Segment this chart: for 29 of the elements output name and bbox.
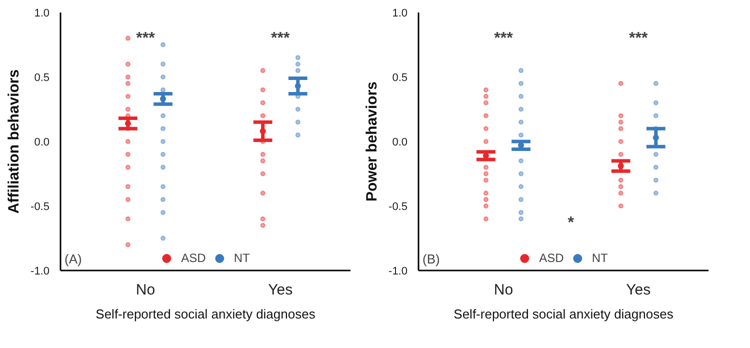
legend-label: ASD: [181, 251, 206, 265]
annotation: (A): [64, 252, 82, 266]
legend-label: ASD: [539, 251, 564, 265]
y-axis-title: Power behaviors: [364, 81, 381, 202]
annotation: ***: [494, 30, 514, 47]
x-axis-title: Self-reported social anxiety diagnoses: [454, 306, 674, 322]
y-tick-label: 0.0: [34, 136, 50, 148]
x-tick-label: Yes: [626, 282, 651, 298]
x-tick-label: No: [494, 282, 514, 298]
y-tick-label: 0.5: [34, 72, 50, 84]
x-axis-title: Self-reported social anxiety diagnoses: [96, 306, 316, 322]
annotation: *: [568, 214, 575, 232]
y-tick-label: -1.0: [388, 266, 408, 278]
y-tick-label: -0.5: [30, 201, 50, 213]
annotation: ***: [271, 30, 290, 47]
y-tick-label: 0.5: [392, 72, 408, 84]
annotation: ***: [136, 30, 156, 47]
y-tick-label: 0.0: [392, 136, 408, 148]
y-tick-label: 1.0: [34, 8, 50, 20]
legend-label: NT: [234, 251, 251, 265]
annotation: ***: [629, 30, 648, 47]
y-tick-label: -0.5: [388, 201, 408, 213]
y-tick-label: 1.0: [392, 8, 408, 20]
x-tick-label: No: [136, 282, 156, 298]
y-tick-label: -1.0: [30, 266, 50, 278]
legend-label: NT: [592, 251, 609, 265]
annotation: (B): [422, 252, 440, 266]
x-tick-label: Yes: [268, 282, 293, 298]
y-axis-title: Affiliation behaviors: [6, 69, 23, 214]
